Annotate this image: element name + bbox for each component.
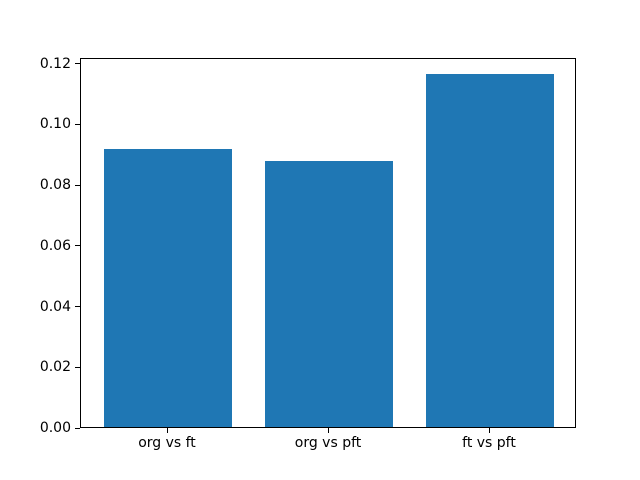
bar-org-vs-pft [264, 160, 394, 427]
y-tick-label: 0.06 [39, 237, 71, 254]
x-tick-label: org vs pft [294, 435, 362, 451]
x-tick-label: ft vs pft [462, 435, 516, 451]
y-tick-label: 0.08 [39, 177, 71, 193]
y-tick-mark [75, 245, 80, 247]
y-tick-label: 0.12 [39, 55, 71, 72]
y-tick-mark [75, 427, 80, 429]
x-tick-label: org vs ft [138, 435, 196, 451]
y-tick-label: 0.04 [39, 298, 71, 315]
x-tick-mark [166, 428, 168, 433]
y-tick-label: 0.02 [39, 359, 71, 376]
y-tick-label: 0.00 [39, 420, 71, 436]
x-tick-mark [327, 428, 329, 433]
y-tick-label: 0.10 [39, 116, 71, 133]
y-tick-mark [75, 184, 80, 186]
x-tick-mark [488, 428, 490, 433]
y-tick-mark [75, 366, 80, 368]
bar-org-vs-ft [103, 149, 233, 427]
y-tick-mark [75, 306, 80, 307]
y-tick-mark [75, 63, 80, 64]
y-tick-mark [75, 123, 80, 125]
plot-area [80, 58, 576, 428]
bar-ft-vs-pft [425, 74, 555, 427]
